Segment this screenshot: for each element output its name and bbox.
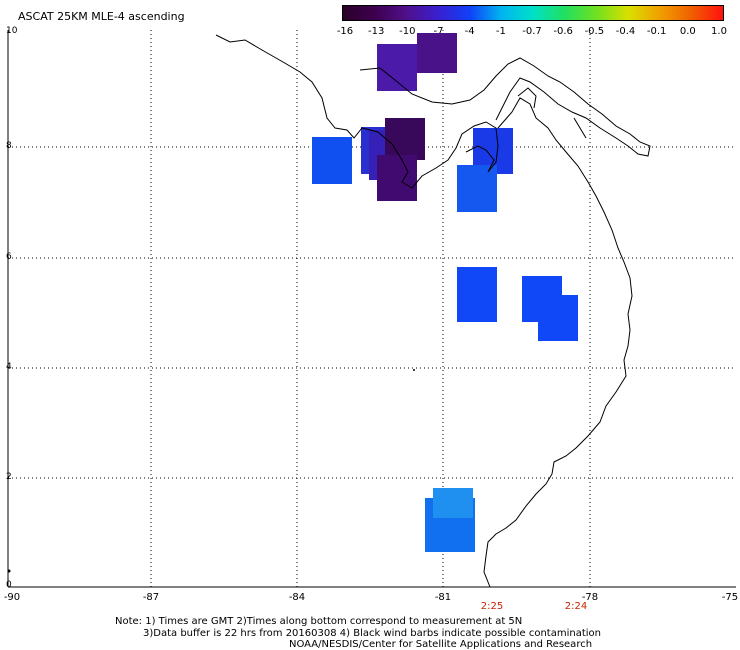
x-tick-label: -75 <box>721 592 739 603</box>
note-line-1: Note: 1) Times are GMT 2)Times along bot… <box>115 616 523 627</box>
colorbar-tick-label: -0.7 <box>522 26 542 37</box>
y-tick-label: 2 <box>6 472 12 482</box>
grid <box>8 30 736 587</box>
map-title: ASCAT 25KM MLE-4 ascending <box>18 10 185 23</box>
colorbar-tick-label: -16 <box>336 26 354 37</box>
colorbar-tick-label: -7 <box>433 26 444 37</box>
colorbar-tick-label: 1.0 <box>711 26 727 37</box>
colorbar-tick-label: -0.5 <box>584 26 605 37</box>
colorbar-tick-label: -1 <box>495 26 506 37</box>
y-tick-label: 6 <box>6 252 12 262</box>
colorbar-tick-label: -4 <box>464 26 475 37</box>
data-cell <box>433 488 473 518</box>
data-cell <box>417 33 457 73</box>
data-cell <box>457 267 497 322</box>
data-cell <box>385 118 425 160</box>
pass-time-label: 2:25 <box>480 601 504 612</box>
y-tick-label: 4 <box>6 362 12 372</box>
data-cell <box>377 44 417 91</box>
y-tick-label: 8 <box>6 141 12 151</box>
colorbar-tick-label: 0.0 <box>679 26 696 37</box>
colorbar-tick-label: -0.4 <box>615 26 636 37</box>
y-tick-label: 0 <box>6 580 12 590</box>
colorbar-tick-label: -13 <box>367 26 385 37</box>
x-tick-label: -90 <box>3 592 21 603</box>
colorbar-tick-label: -10 <box>399 26 416 37</box>
note-line-2: 3)Data buffer is 22 hrs from 20160308 4)… <box>143 628 601 639</box>
x-tick-label: -81 <box>434 592 452 603</box>
coastline <box>215 34 651 588</box>
colorbar-tick-label: -0.6 <box>553 26 573 37</box>
data-cells <box>312 33 578 552</box>
x-tick-label: -87 <box>142 592 160 603</box>
pass-time-label: 2:24 <box>564 601 588 612</box>
x-tick-label: -84 <box>288 592 306 603</box>
colorbar <box>342 5 724 21</box>
data-cell <box>538 295 578 341</box>
x-tick-label: -78 <box>581 592 599 603</box>
data-cell <box>457 165 497 212</box>
note-line-3: NOAA/NESDIS/Center for Satellite Applica… <box>289 639 593 650</box>
y-tick-label: 10 <box>6 26 18 36</box>
colorbar-tick-label: -0.1 <box>646 26 667 37</box>
data-cell <box>377 155 417 201</box>
data-cell <box>312 137 352 184</box>
